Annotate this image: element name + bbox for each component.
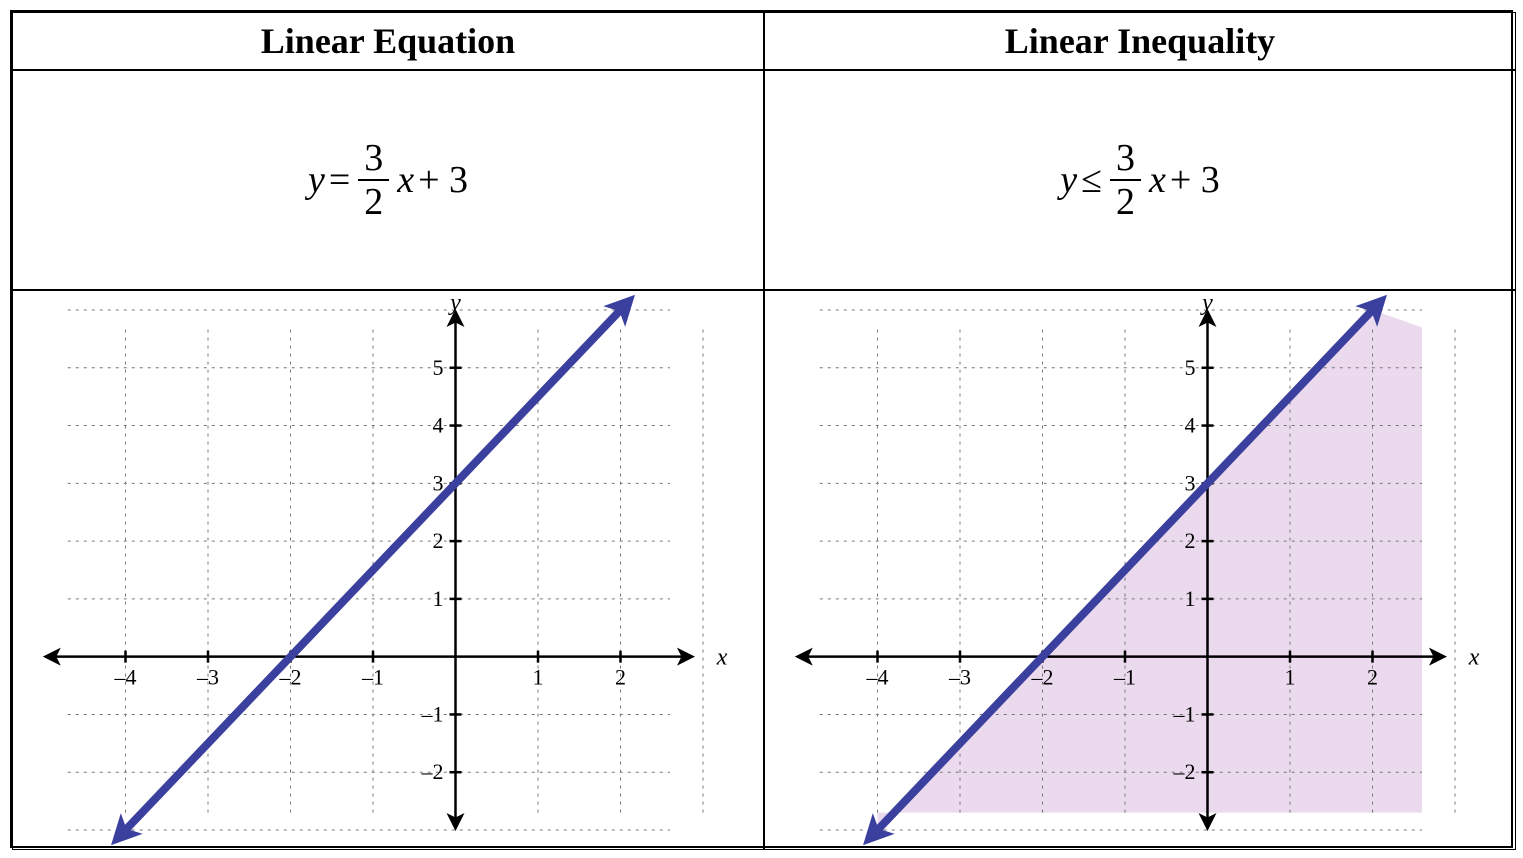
svg-text:–2: –2: [1173, 759, 1196, 784]
svg-text:–2: –2: [421, 759, 444, 784]
header-right: Linear Inequality: [764, 12, 1516, 70]
formula-right-var: x: [1149, 158, 1166, 202]
formula-cell-right: y ≤ 3 2 x + 3: [764, 70, 1516, 290]
svg-text:–1: –1: [1113, 665, 1136, 690]
svg-text:1: 1: [1285, 665, 1296, 690]
formula-left-rel: =: [329, 158, 350, 202]
svg-text:4: 4: [1185, 413, 1196, 438]
svg-text:–1: –1: [1173, 701, 1196, 726]
formula-right-rel: ≤: [1081, 158, 1102, 202]
svg-text:–4: –4: [866, 665, 889, 690]
formula-left-rhs: + 3: [418, 158, 468, 202]
linear-equation-chart: –4–3–2–112–2–112345xy: [13, 295, 763, 845]
svg-text:1: 1: [433, 586, 444, 611]
svg-text:2: 2: [1185, 528, 1196, 553]
svg-text:y: y: [1200, 295, 1213, 316]
svg-text:1: 1: [533, 665, 544, 690]
chart-cell-left: –4–3–2–112–2–112345xy: [12, 290, 764, 850]
formula-right-lhs: y: [1060, 158, 1077, 202]
linear-inequality-chart: –4–3–2–112–2–112345xy: [765, 295, 1515, 845]
svg-text:x: x: [1468, 645, 1480, 671]
formula-left-fraction: 3 2: [358, 139, 389, 221]
formula-left: y = 3 2 x + 3: [308, 139, 468, 221]
svg-text:3: 3: [433, 470, 444, 495]
header-left: Linear Equation: [12, 12, 764, 70]
formula-right-rhs: + 3: [1170, 158, 1220, 202]
formula-left-den: 2: [358, 181, 389, 221]
svg-text:x: x: [716, 645, 728, 671]
formula-left-var: x: [397, 158, 414, 202]
svg-text:–1: –1: [361, 665, 384, 690]
header-right-text: Linear Inequality: [1005, 20, 1275, 62]
svg-text:1: 1: [1185, 586, 1196, 611]
header-left-text: Linear Equation: [261, 20, 515, 62]
svg-text:3: 3: [1185, 470, 1196, 495]
svg-text:–4: –4: [114, 665, 137, 690]
svg-text:–3: –3: [948, 665, 971, 690]
formula-right-fraction: 3 2: [1110, 139, 1141, 221]
formula-left-lhs: y: [308, 158, 325, 202]
svg-text:5: 5: [1185, 355, 1196, 380]
svg-text:5: 5: [433, 355, 444, 380]
svg-text:–1: –1: [421, 701, 444, 726]
formula-right-num: 3: [1110, 139, 1141, 181]
formula-right: y ≤ 3 2 x + 3: [1060, 139, 1220, 221]
svg-text:y: y: [448, 295, 461, 316]
svg-text:2: 2: [433, 528, 444, 553]
formula-right-den: 2: [1110, 181, 1141, 221]
comparison-table: Linear Equation Linear Inequality y = 3 …: [10, 10, 1513, 848]
svg-text:–3: –3: [196, 665, 219, 690]
svg-text:2: 2: [1367, 665, 1378, 690]
svg-text:4: 4: [433, 413, 444, 438]
formula-left-num: 3: [358, 139, 389, 181]
svg-text:2: 2: [615, 665, 626, 690]
formula-cell-left: y = 3 2 x + 3: [12, 70, 764, 290]
chart-cell-right: –4–3–2–112–2–112345xy: [764, 290, 1516, 850]
